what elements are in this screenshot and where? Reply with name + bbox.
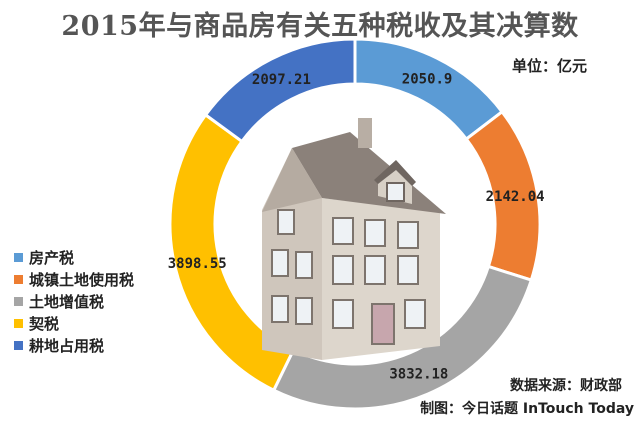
- chart-title: 2015年与商品房有关五种税收及其决算数: [61, 11, 579, 42]
- donut-slices: [168, 37, 542, 411]
- chart-legend: 房产税 城镇土地使用税 土地增值税 契税 耕地占用税: [14, 246, 134, 356]
- legend-swatch: [14, 340, 23, 350]
- source-note: 数据来源：财政部: [510, 378, 622, 394]
- legend-swatch: [14, 318, 23, 328]
- legend-item: 耕地占用税: [14, 334, 134, 356]
- credit-note: 制图：今日话题 InTouch Today: [420, 401, 634, 417]
- value-labels: 2050.9 2142.04 3832.18 3898.55 2097.21: [168, 71, 545, 382]
- legend-item: 土地增值税: [14, 290, 134, 312]
- legend-label: 土地增值税: [29, 292, 105, 311]
- slice-value-label: 2142.04: [486, 189, 545, 205]
- legend-swatch: [14, 252, 23, 262]
- legend-item: 契税: [14, 312, 134, 334]
- legend-label: 契税: [29, 314, 60, 333]
- legend-swatch: [14, 296, 23, 306]
- legend-swatch: [14, 274, 23, 284]
- donut-slice: [353, 37, 505, 142]
- slice-value-label: 3898.55: [168, 256, 227, 272]
- slice-value-label: 3832.18: [389, 366, 448, 382]
- legend-label: 耕地占用税: [29, 336, 105, 355]
- legend-item: 房产税: [14, 246, 134, 268]
- legend-label: 城镇土地使用税: [29, 270, 135, 289]
- legend-item: 城镇土地使用税: [14, 268, 134, 290]
- unit-label: 单位：亿元: [512, 57, 588, 75]
- slice-value-label: 2097.21: [252, 72, 311, 88]
- house-illustration: [262, 118, 446, 360]
- donut-slice: [203, 37, 357, 144]
- legend-label: 房产税: [29, 248, 75, 267]
- slice-value-label: 2050.9: [402, 71, 453, 87]
